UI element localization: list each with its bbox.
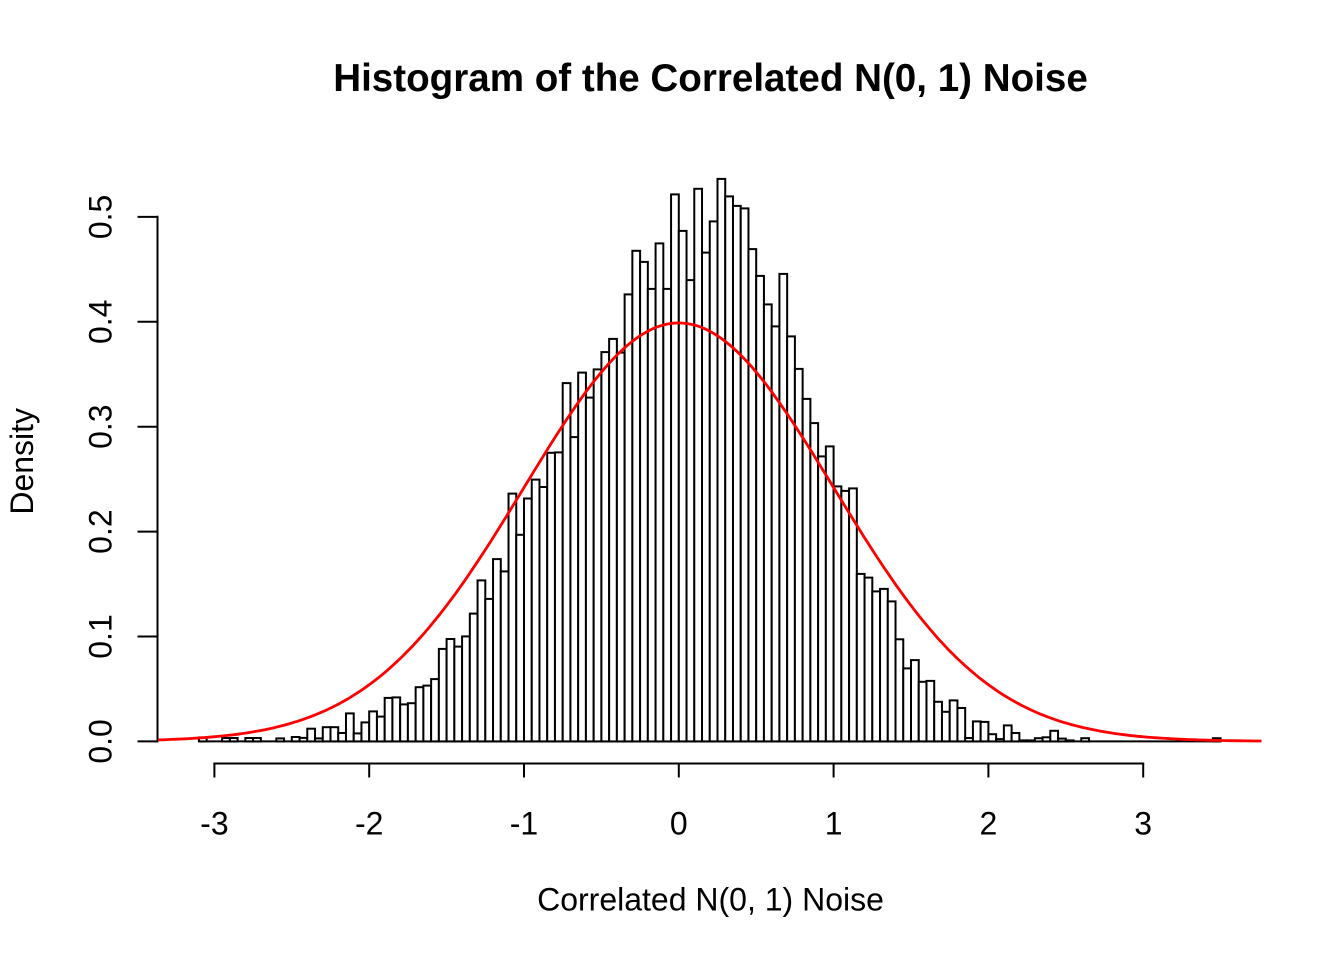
svg-text:0.5: 0.5 — [82, 195, 118, 239]
svg-text:Histogram of the Correlated N(: Histogram of the Correlated N(0, 1) Nois… — [333, 57, 1088, 100]
svg-text:2: 2 — [980, 806, 998, 842]
svg-text:0.1: 0.1 — [82, 614, 118, 658]
svg-text:-3: -3 — [200, 806, 228, 842]
svg-text:Density: Density — [4, 408, 40, 515]
svg-text:Correlated N(0, 1) Noise: Correlated N(0, 1) Noise — [537, 881, 884, 917]
svg-text:0: 0 — [670, 806, 688, 842]
svg-text:0.0: 0.0 — [82, 719, 118, 763]
svg-text:0.4: 0.4 — [82, 300, 118, 344]
svg-text:1: 1 — [825, 806, 843, 842]
svg-text:0.3: 0.3 — [82, 404, 118, 448]
svg-text:-2: -2 — [355, 806, 383, 842]
svg-text:3: 3 — [1134, 806, 1152, 842]
svg-text:0.2: 0.2 — [82, 509, 118, 553]
svg-text:-1: -1 — [510, 806, 538, 842]
